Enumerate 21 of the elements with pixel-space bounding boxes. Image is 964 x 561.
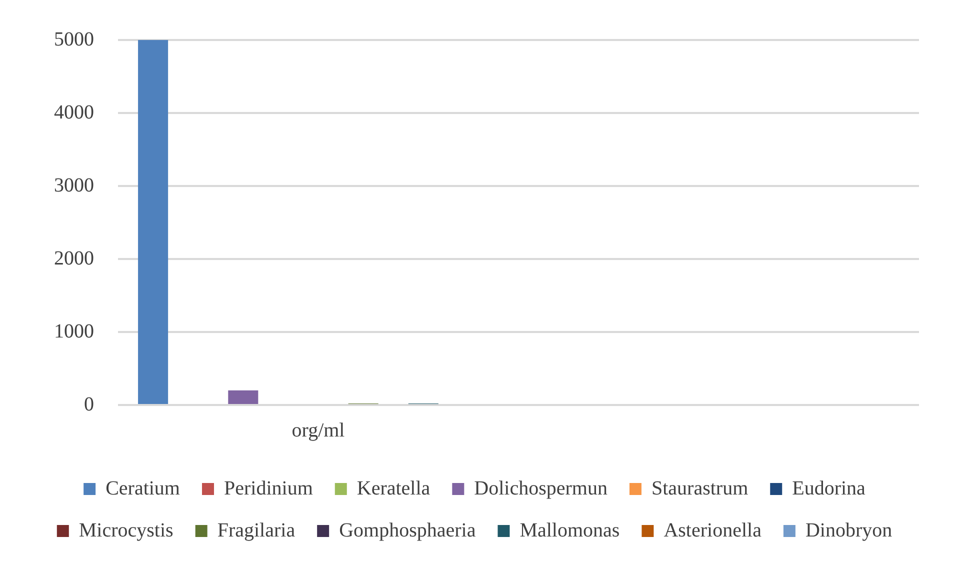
y-tick-label: 4000 <box>54 101 94 124</box>
legend-label: Fragilaria <box>217 519 296 542</box>
y-tick-label: 5000 <box>54 28 94 50</box>
legend-label: Asterionella <box>664 519 762 542</box>
legend-label: Peridinium <box>224 477 314 500</box>
bar <box>138 40 168 404</box>
y-tick-label: 1000 <box>54 320 94 342</box>
legend-label: Ceratium <box>106 477 180 500</box>
legend-label: Mallomonas <box>520 519 620 542</box>
legend-label: Microcystis <box>78 519 174 542</box>
legend-label: Staurastrum <box>651 477 749 500</box>
y-tick-label: 2000 <box>54 247 94 270</box>
y-tick-label: 3000 <box>54 174 94 196</box>
y-tick-label: 0 <box>84 393 94 416</box>
bar <box>228 390 258 404</box>
x-tick-label: org/ml <box>292 419 346 442</box>
legend-label: Gomphosphaeria <box>339 519 476 542</box>
legend-label: Eudorina <box>792 477 866 500</box>
legend-label: Dolichospermun <box>474 477 608 500</box>
legend-label: Dinobryon <box>805 519 892 542</box>
legend-label: Keratella <box>356 477 430 500</box>
